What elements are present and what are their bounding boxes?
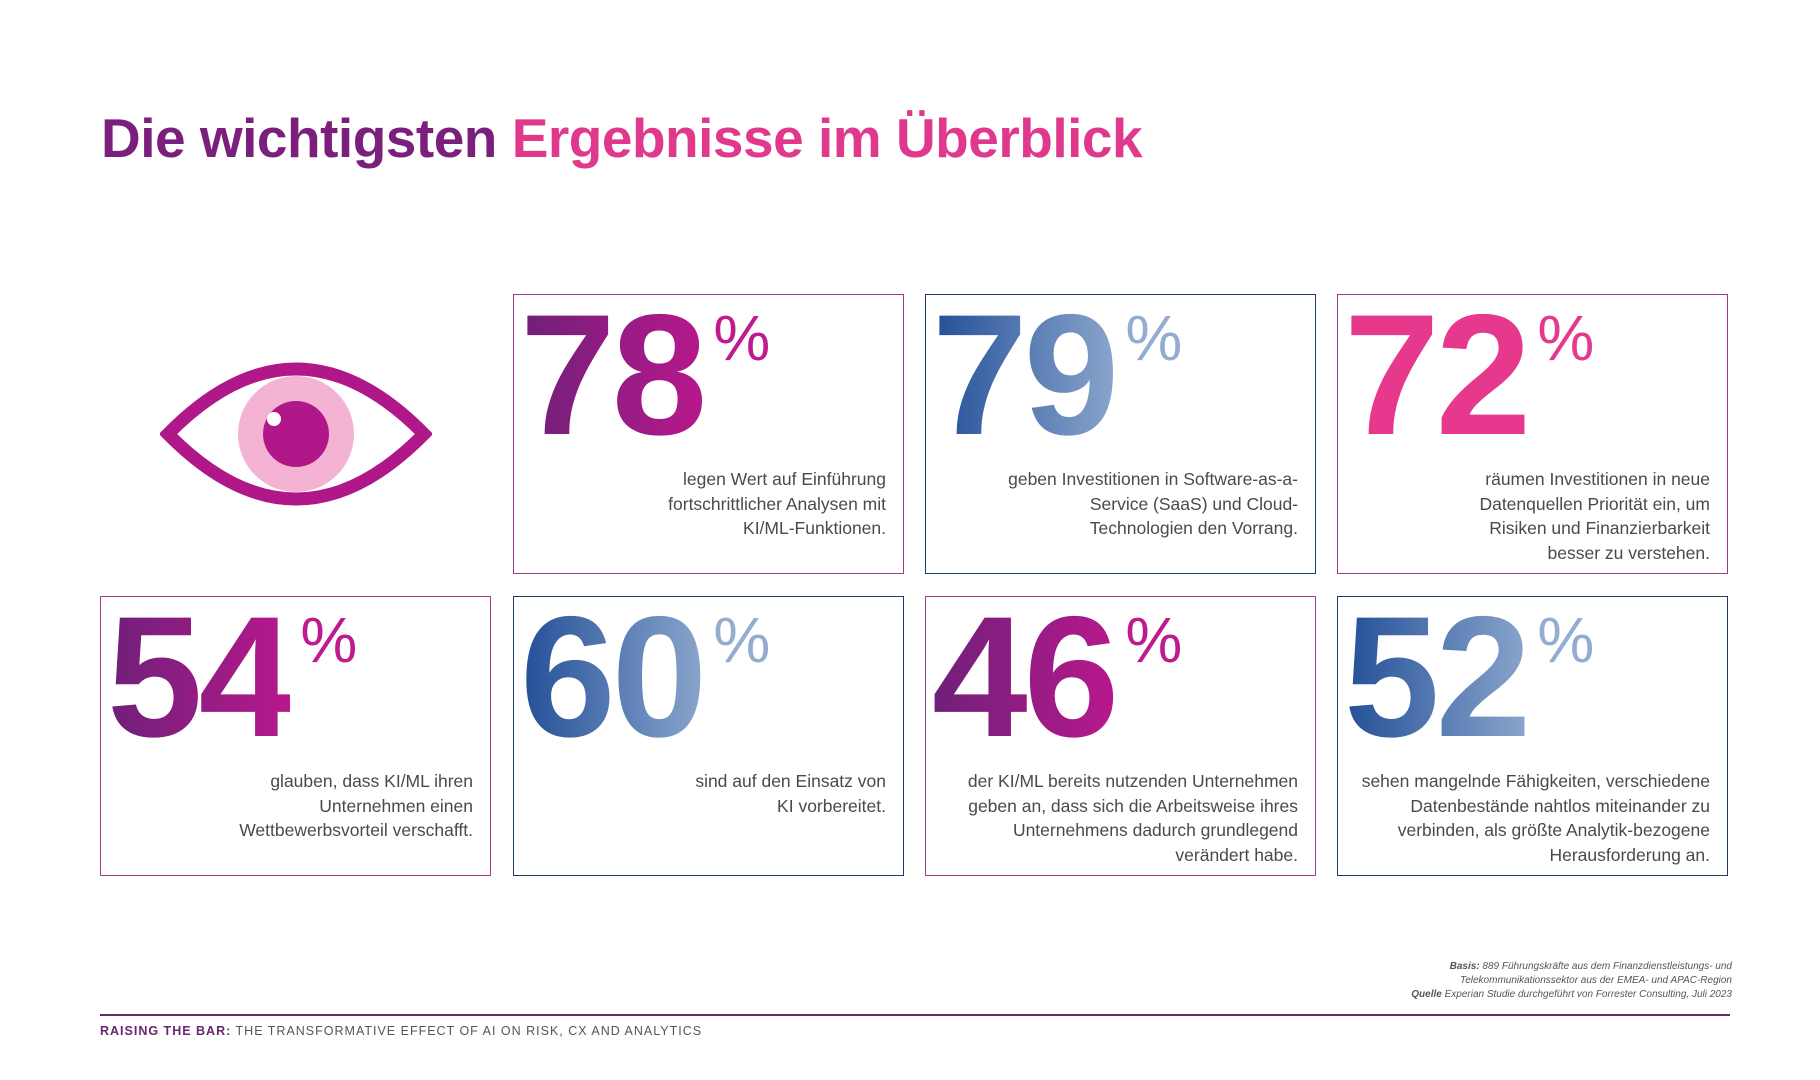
- basis-label: Basis:: [1449, 961, 1480, 972]
- stat-heading: 78 %: [520, 279, 771, 471]
- stat-card-79: 79 % geben Investitionen in Software-as-…: [925, 279, 1316, 574]
- eye-icon: [160, 362, 432, 506]
- stat-description: legen Wert auf Einführung fortschrittlic…: [668, 469, 886, 538]
- footer: RAISING THE BAR: THE TRANSFORMATIVE EFFE…: [100, 1024, 702, 1038]
- stat-card-52: 52 % sehen mangelnde Fähigkeiten, versch…: [1337, 581, 1728, 876]
- stat-heading: 60 %: [520, 581, 771, 773]
- stat-heading: 54 %: [107, 581, 358, 773]
- stat-description: der KI/ML bereits nutzenden Unternehmen …: [967, 771, 1298, 865]
- source-label: Quelle: [1411, 989, 1442, 1000]
- footer-bold: RAISING THE BAR:: [100, 1024, 232, 1038]
- stat-card-60: 60 % sind auf den Einsatz von KI vorbere…: [513, 581, 904, 876]
- percent-sign: %: [1125, 604, 1183, 676]
- stat-description: sehen mangelnde Fähigkeiten, verschieden…: [1361, 771, 1710, 865]
- stat-heading: 79 %: [932, 279, 1183, 471]
- basis-line-2: Telekommunikationssektor aus der EMEA- u…: [1460, 975, 1732, 986]
- percent-sign: %: [713, 604, 771, 676]
- stat-card-72: 72 % räumen Investitionen in neue Datenq…: [1337, 279, 1728, 574]
- stat-heading: 72 %: [1344, 279, 1595, 471]
- source-text: Experian Studie durchgeführt von Forrest…: [1444, 989, 1732, 1000]
- basis-line-1: 889 Führungskräfte aus dem Finanzdienstl…: [1482, 961, 1732, 972]
- stat-value: 72: [1344, 279, 1531, 471]
- stat-heading: 46 %: [932, 581, 1183, 773]
- stat-value: 52: [1344, 581, 1531, 773]
- stat-value: 78: [520, 279, 707, 471]
- footer-text: THE TRANSFORMATIVE EFFECT OF AI ON RISK,…: [235, 1024, 703, 1038]
- footer-divider: [100, 1014, 1730, 1016]
- percent-sign: %: [1125, 302, 1183, 374]
- stat-value: 79: [932, 279, 1119, 471]
- stat-value: 54: [107, 581, 294, 773]
- percent-sign: %: [713, 302, 771, 374]
- stat-description: sind auf den Einsatz von KI vorbereitet.: [695, 771, 886, 816]
- stat-value: 46: [932, 581, 1119, 773]
- footnote: Basis: 889 Führungskräfte aus dem Finanz…: [1411, 960, 1732, 1002]
- stat-description: räumen Investitionen in neue Datenquelle…: [1479, 469, 1710, 563]
- stat-description: geben Investitionen in Software-as-a-Ser…: [1008, 469, 1298, 538]
- stat-card-78: 78 % legen Wert auf Einführung fortschri…: [513, 279, 904, 574]
- stat-description: glauben, dass KI/ML ihren Unternehmen ei…: [239, 771, 473, 840]
- title-part-2: Ergebnisse im Überblick: [511, 107, 1143, 169]
- percent-sign: %: [300, 604, 358, 676]
- stat-value: 60: [520, 581, 707, 773]
- stat-card-46: 46 % der KI/ML bereits nutzenden Unterne…: [925, 581, 1316, 876]
- percent-sign: %: [1537, 604, 1595, 676]
- page-title: Die wichtigsten Ergebnisse im Überblick: [101, 106, 1143, 170]
- title-part-1: Die wichtigsten: [101, 107, 497, 169]
- stat-heading: 52 %: [1344, 581, 1595, 773]
- stat-card-54: 54 % glauben, dass KI/ML ihren Unternehm…: [100, 581, 491, 876]
- percent-sign: %: [1537, 302, 1595, 374]
